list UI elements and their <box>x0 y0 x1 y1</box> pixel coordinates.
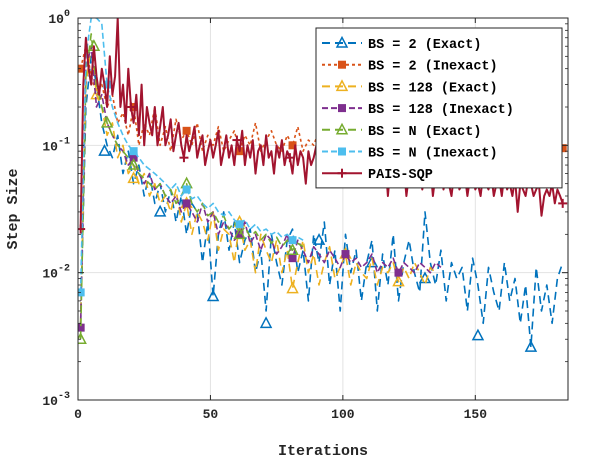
y-tick-base: 10 <box>48 12 64 27</box>
legend-marker <box>338 147 346 156</box>
x-axis-title: Iterations <box>278 443 368 460</box>
data-point-marker <box>98 144 111 156</box>
legend-marker <box>338 60 346 69</box>
legend-box <box>315 27 563 189</box>
data-point-marker <box>182 199 191 208</box>
legend-label: BS = N (Exact) <box>368 125 481 140</box>
legend-label: BS = 128 (Inexact) <box>368 103 514 118</box>
legend-entry: BS = N (Exact) <box>322 122 481 140</box>
data-point-marker <box>206 289 220 302</box>
y-tick-exponent: -1 <box>58 136 70 147</box>
series-line <box>79 18 304 293</box>
x-tick-label: 150 <box>464 407 488 422</box>
data-point-marker <box>471 328 485 341</box>
data-point-marker <box>127 157 140 170</box>
y-tick-exponent: 0 <box>64 9 70 20</box>
y-tick-label: 10-3 <box>42 391 70 409</box>
data-point-marker <box>259 316 273 329</box>
legend-label: PAIS-SQP <box>368 168 433 183</box>
legend: BS = 2 (Exact) BS = 2 (Inexact) BS = 128 (… <box>315 27 563 189</box>
data-point-marker <box>286 243 299 255</box>
y-tick-base: 10 <box>42 394 58 409</box>
data-point-marker <box>392 274 405 287</box>
plot-frame <box>77 17 569 401</box>
data-point-marker <box>232 135 242 145</box>
legend-label: BS = N (Inexact) <box>368 147 498 162</box>
data-point-marker <box>341 250 350 259</box>
y-tick-exponent: -2 <box>58 264 70 275</box>
data-point-marker <box>127 171 140 184</box>
series-line <box>79 45 437 324</box>
series-line <box>79 55 564 349</box>
legend-marker <box>338 104 346 113</box>
legend-entry: BS = 2 (Inexact) <box>322 60 498 75</box>
legend-entry: BS = 128 (Inexact) <box>322 103 514 118</box>
series-bs-n-exact <box>78 33 304 344</box>
data-point-marker <box>153 204 167 217</box>
data-point-marker <box>288 236 297 245</box>
legend-marker <box>337 168 347 178</box>
data-point-marker <box>100 115 114 128</box>
data-point-marker <box>182 126 191 135</box>
legend-entry: PAIS-SQP <box>322 168 433 183</box>
series-layer <box>78 18 568 352</box>
data-point-marker <box>394 268 403 277</box>
data-point-marker <box>233 227 246 240</box>
legend-label: BS = 128 (Exact) <box>368 81 498 96</box>
y-tick-label: 10-1 <box>42 136 70 154</box>
series-line <box>79 33 304 340</box>
data-point-marker <box>126 102 136 112</box>
legend-entry: BS = 128 (Exact) <box>322 79 498 96</box>
data-point-marker <box>78 288 85 297</box>
series-line <box>79 45 442 328</box>
data-point-marker <box>524 340 538 352</box>
legend-entry: BS = 2 (Exact) <box>322 35 481 53</box>
x-tick-label: 100 <box>331 407 355 422</box>
data-point-marker <box>182 185 191 194</box>
data-point-marker <box>286 281 299 294</box>
y-tick-base: 10 <box>42 139 58 154</box>
y-axis-title: Step Size <box>5 168 22 249</box>
legend-marker <box>335 122 349 135</box>
data-point-marker <box>78 224 86 234</box>
y-tick-label: 100 <box>48 9 70 27</box>
data-point-marker <box>179 153 189 163</box>
x-tick-label: 50 <box>203 407 219 422</box>
y-tick-base: 10 <box>42 267 58 282</box>
x-tick-label: 0 <box>74 407 82 422</box>
series-bs-n-inexact <box>78 18 304 297</box>
data-point-marker <box>288 254 297 263</box>
data-point-marker <box>235 220 244 229</box>
y-tick-exponent: -3 <box>58 391 70 402</box>
y-tick-label: 10-2 <box>42 264 70 282</box>
data-point-marker <box>285 153 295 163</box>
data-point-marker <box>558 198 568 208</box>
legend-entry: BS = N (Inexact) <box>322 147 498 162</box>
data-point-marker <box>129 147 138 156</box>
legend-label: BS = 2 (Inexact) <box>368 60 498 75</box>
legend-label: BS = 2 (Exact) <box>368 38 481 53</box>
legend-marker <box>335 35 349 48</box>
legend-marker <box>335 79 349 92</box>
data-point-marker <box>312 233 326 245</box>
